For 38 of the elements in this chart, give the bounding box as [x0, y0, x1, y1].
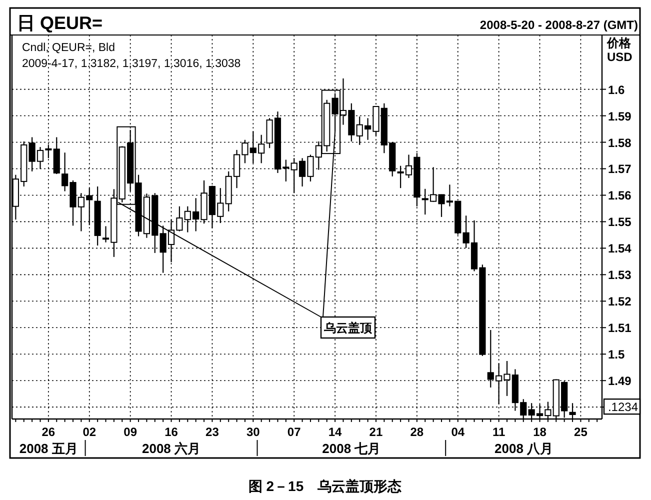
- annotation: 2009-4-17, 1.3182, 1.3197, 1.3016, 1.3038: [22, 58, 241, 70]
- y-tick-label: 1.6: [608, 82, 626, 97]
- y-tick-label: 1.57: [608, 162, 632, 176]
- text: 2008 七月: [322, 441, 381, 456]
- text: 2008 五月: [19, 441, 78, 456]
- x-tick-label: 16: [164, 425, 178, 439]
- y-axis-title: 价格 USD: [606, 36, 633, 64]
- chart-title: 日 QEUR=: [17, 13, 103, 33]
- y-tick-label: 1.54: [608, 242, 632, 256]
- x-tick-label: 23: [206, 425, 220, 439]
- x-tick-label: 25: [574, 425, 588, 439]
- y-tick-label: 1.55: [608, 215, 632, 230]
- text: .1234: [608, 400, 638, 414]
- y-tick-label: 1.52: [608, 294, 632, 309]
- y-tick-label: 1.53: [608, 268, 632, 282]
- text: 2008 八月: [494, 441, 554, 456]
- x-tick-label: 30: [246, 425, 260, 439]
- y-tick-label: 1.56: [608, 188, 632, 203]
- text: 2008 六月: [142, 441, 201, 456]
- x-tick-label: 04: [451, 425, 465, 439]
- x-tick-label: 07: [287, 425, 302, 439]
- y-tick-label: 1.5: [608, 348, 626, 362]
- y-tick-label: 1.49: [608, 374, 632, 388]
- chart-subtitle: 2008-5-20 - 2008-8-27 (GMT): [480, 18, 638, 32]
- x-tick-label: 18: [533, 425, 547, 439]
- y-tick-label: 1.51: [608, 321, 632, 336]
- x-tick-label: 21: [369, 425, 383, 439]
- x-tick-label: 28: [410, 425, 424, 439]
- caption: 图 2－15 乌云盖顶形态: [248, 478, 402, 494]
- y-tick-label: 1.58: [608, 136, 632, 150]
- x-tick-label: 26: [42, 425, 56, 439]
- y-tick-label: 1.59: [608, 109, 632, 124]
- x-tick-label: 14: [328, 425, 342, 439]
- x-tick-label: 09: [124, 425, 138, 439]
- x-tick-label: 02: [82, 425, 96, 439]
- x-tick-label: 11: [492, 425, 506, 439]
- annotation: 乌云盖顶: [323, 321, 373, 335]
- annotation: Cndl, QEUR=, Bld: [22, 42, 115, 54]
